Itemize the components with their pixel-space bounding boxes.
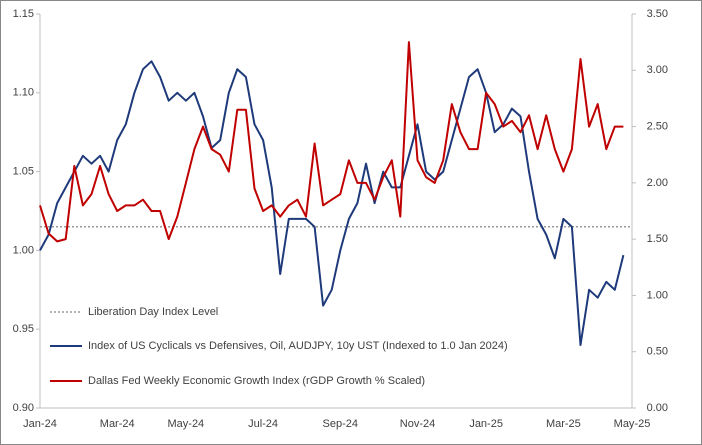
x-tick-label: May-24 — [168, 418, 205, 430]
y2-tick-label: 3.50 — [647, 8, 668, 20]
y2-tick-label: 1.00 — [647, 289, 668, 301]
x-tick-label: Jul-24 — [248, 418, 278, 430]
y2-tick-label: 2.50 — [647, 120, 668, 132]
y2-tick-label: 2.00 — [647, 177, 668, 189]
y-tick-label: 0.95 — [13, 323, 34, 335]
series-line — [39, 60, 625, 346]
y2-tick-label: 0.00 — [647, 402, 668, 414]
y-tick-label: 1.10 — [13, 87, 34, 99]
y2-tick-label: 1.50 — [647, 233, 668, 245]
y-tick-label: 1.00 — [13, 244, 34, 256]
y-tick-label: 1.05 — [13, 166, 34, 178]
x-tick-label: Sep-24 — [323, 418, 358, 430]
series-line — [39, 41, 624, 243]
legend-label: Index of US Cyclicals vs Defensives, Oil… — [88, 340, 508, 352]
x-tick-label: Jan-24 — [23, 418, 57, 430]
legend-label: Liberation Day Index Level — [88, 306, 218, 318]
x-tick-label: May-25 — [614, 418, 651, 430]
y2-tick-label: 3.00 — [647, 64, 668, 76]
x-tick-label: Jan-25 — [469, 418, 503, 430]
y-tick-label: 1.15 — [13, 8, 34, 20]
y-tick-label: 0.90 — [13, 402, 34, 414]
x-tick-label: Mar-25 — [546, 418, 581, 430]
legend-label: Dallas Fed Weekly Economic Growth Index … — [88, 375, 425, 387]
x-tick-label: Nov-24 — [400, 418, 435, 430]
y2-tick-label: 0.50 — [647, 346, 668, 358]
x-tick-label: Mar-24 — [100, 418, 135, 430]
